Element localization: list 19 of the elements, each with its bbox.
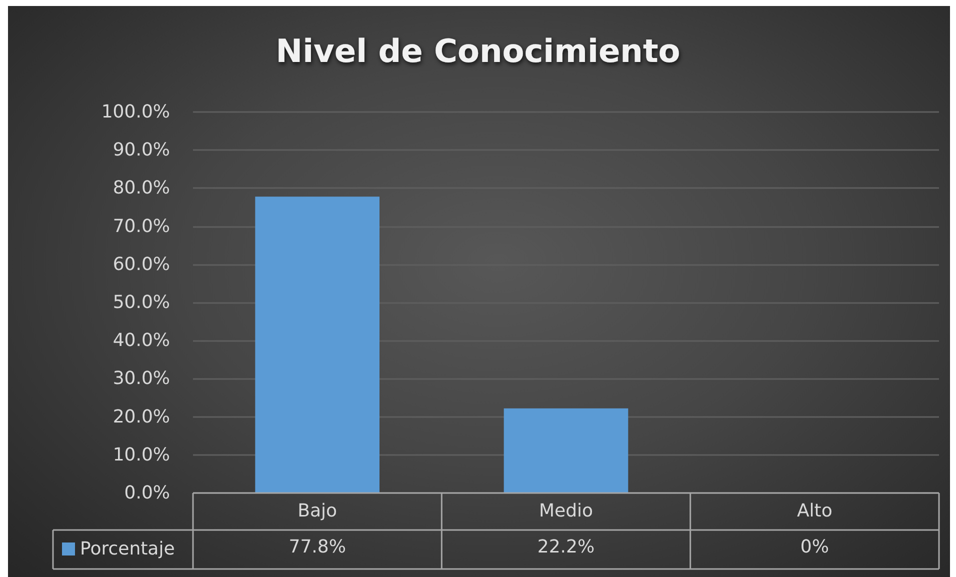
y-tick-label: 90.0% xyxy=(112,140,170,161)
x-tick-label: Bajo xyxy=(298,500,338,522)
data-label: 22.2% xyxy=(537,536,595,558)
data-label: 0% xyxy=(800,536,829,558)
y-tick-label: 30.0% xyxy=(112,368,170,390)
x-tick-label: Medio xyxy=(538,500,594,522)
y-tick-label: 70.0% xyxy=(112,216,170,237)
x-tick-label: Alto xyxy=(796,500,832,522)
y-tick-label: 80.0% xyxy=(112,178,170,199)
y-tick-label: 0.0% xyxy=(124,482,170,504)
data-label: 77.8% xyxy=(288,536,346,558)
y-tick-label: 60.0% xyxy=(112,254,170,275)
chart-title: Nivel de Conocimiento xyxy=(276,32,680,70)
legend-label: Porcentaje xyxy=(80,538,175,560)
y-tick-label: 20.0% xyxy=(112,406,170,428)
y-tick-label: 10.0% xyxy=(112,444,170,466)
y-tick-label: 100.0% xyxy=(101,102,170,122)
y-tick-label: 40.0% xyxy=(112,330,170,352)
y-tick-label: 50.0% xyxy=(112,292,170,313)
